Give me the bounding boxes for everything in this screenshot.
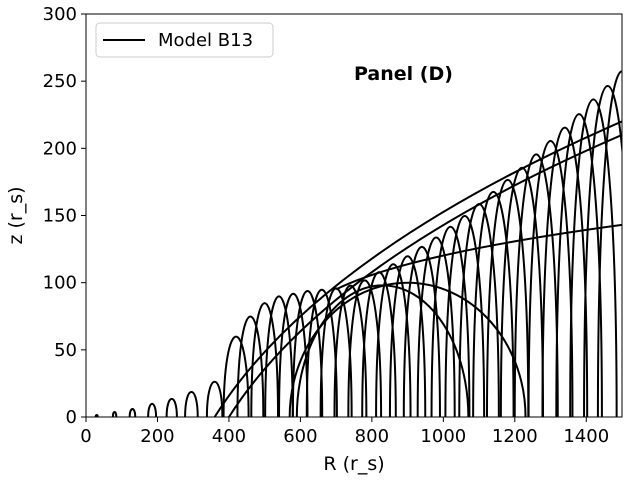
arch-22 <box>527 139 574 417</box>
x-tick-label: 200 <box>140 426 174 447</box>
legend: Model B13 <box>95 22 274 58</box>
arch-21 <box>513 153 559 417</box>
arch-4 <box>278 293 309 417</box>
arch-23 <box>541 126 589 417</box>
y-axis-label: z (r_s) <box>5 186 27 244</box>
small-loop-4 <box>165 397 178 417</box>
x-tick-label: 800 <box>355 426 389 447</box>
small-loop-6 <box>205 381 224 417</box>
panel-annotation: Panel (D) <box>354 63 453 85</box>
x-tick-label: 1200 <box>492 426 538 447</box>
arch-12 <box>388 255 427 417</box>
y-tick-label: 300 <box>43 4 77 25</box>
envelope-line-1 <box>228 133 622 417</box>
arch-26 <box>583 85 622 417</box>
x-tick-label: 400 <box>212 426 246 447</box>
ticks-group: 0 200 400 600 800 1000 1200 1400 0 50 100 150 200 250… <box>43 4 610 447</box>
small-loop-1 <box>111 410 118 417</box>
x-tick-label: 0 <box>80 426 91 447</box>
envelope-line-0 <box>213 120 622 417</box>
legend-label-model-b13: Model B13 <box>158 30 253 51</box>
y-tick-label: 150 <box>43 206 77 227</box>
big-loop-1 <box>288 281 527 417</box>
small-loop-0 <box>94 414 99 417</box>
x-tick-label: 600 <box>283 426 317 447</box>
arch-19 <box>485 178 530 417</box>
curves-group <box>94 70 622 417</box>
arch-8 <box>333 284 368 417</box>
x-axis-label: R (r_s) <box>323 453 384 475</box>
small-loop-3 <box>147 402 158 417</box>
arch-5 <box>291 290 324 417</box>
small-loop-5 <box>184 391 199 417</box>
y-tick-label: 0 <box>66 407 77 428</box>
arch-27 <box>596 70 622 417</box>
arch-16 <box>444 215 486 417</box>
arch-15 <box>430 225 471 417</box>
arch-11 <box>375 263 412 417</box>
arch-0 <box>222 335 250 417</box>
arch-13 <box>402 246 441 417</box>
y-tick-label: 250 <box>43 71 77 92</box>
y-tick-label: 200 <box>43 138 77 159</box>
envelope-line-2 <box>335 223 622 291</box>
small-loop-2 <box>128 407 137 417</box>
legend-box <box>95 22 274 58</box>
arch-9 <box>347 279 383 417</box>
x-tick-label: 1000 <box>420 426 466 447</box>
y-tick-label: 100 <box>43 273 77 294</box>
y-tick-label: 50 <box>54 340 77 361</box>
arch-14 <box>416 236 456 417</box>
arch-25 <box>569 98 618 417</box>
x-tick-label: 1400 <box>563 426 609 447</box>
arch-3 <box>264 295 294 417</box>
